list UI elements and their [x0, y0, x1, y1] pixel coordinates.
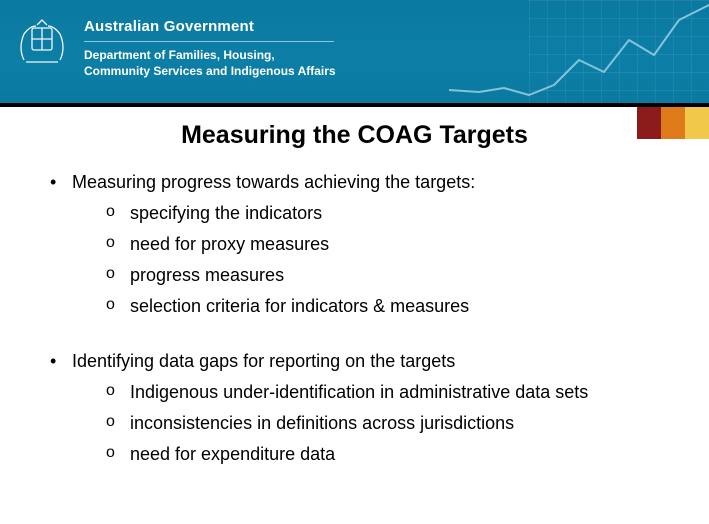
- sub-text: progress measures: [130, 265, 284, 285]
- government-title: Australian Government: [84, 18, 336, 35]
- content-area: Measuring the COAG Targets Measuring pro…: [0, 107, 709, 524]
- sub-list: Indigenous under-identification in admin…: [106, 382, 659, 465]
- sub-text: selection criteria for indicators & meas…: [130, 296, 469, 316]
- sub-text: need for proxy measures: [130, 234, 329, 254]
- sub-item: Indigenous under-identification in admin…: [106, 382, 659, 403]
- header-band: Australian Government Department of Fami…: [0, 0, 709, 103]
- bullet-item: Measuring progress towards achieving the…: [50, 172, 659, 317]
- bullet-item: Identifying data gaps for reporting on t…: [50, 351, 659, 465]
- sub-list: specifying the indicators need for proxy…: [106, 203, 659, 317]
- sub-text: need for expenditure data: [130, 444, 335, 464]
- sub-item: need for proxy measures: [106, 234, 659, 255]
- sub-item: need for expenditure data: [106, 444, 659, 465]
- slide: Australian Government Department of Fami…: [0, 0, 709, 524]
- sub-item: inconsistencies in definitions across ju…: [106, 413, 659, 434]
- bullet-text: Identifying data gaps for reporting on t…: [72, 351, 455, 371]
- government-text-block: Australian Government Department of Fami…: [84, 18, 336, 78]
- sub-text: Indigenous under-identification in admin…: [130, 382, 588, 402]
- spacer: [0, 327, 709, 351]
- sub-item: selection criteria for indicators & meas…: [106, 296, 659, 317]
- sub-item: progress measures: [106, 265, 659, 286]
- department-line-2: Community Services and Indigenous Affair…: [84, 64, 336, 78]
- sub-text: inconsistencies in definitions across ju…: [130, 413, 514, 433]
- bullet-text: Measuring progress towards achieving the…: [72, 172, 475, 192]
- sub-text: specifying the indicators: [130, 203, 322, 223]
- coat-of-arms-icon: [10, 14, 74, 74]
- header-divider: [84, 41, 334, 42]
- header-sparkline: [449, 0, 709, 103]
- bullet-list: Identifying data gaps for reporting on t…: [50, 351, 659, 465]
- bullet-list: Measuring progress towards achieving the…: [50, 172, 659, 317]
- sub-item: specifying the indicators: [106, 203, 659, 224]
- page-title: Measuring the COAG Targets: [0, 121, 709, 150]
- department-line-1: Department of Families, Housing,: [84, 48, 336, 62]
